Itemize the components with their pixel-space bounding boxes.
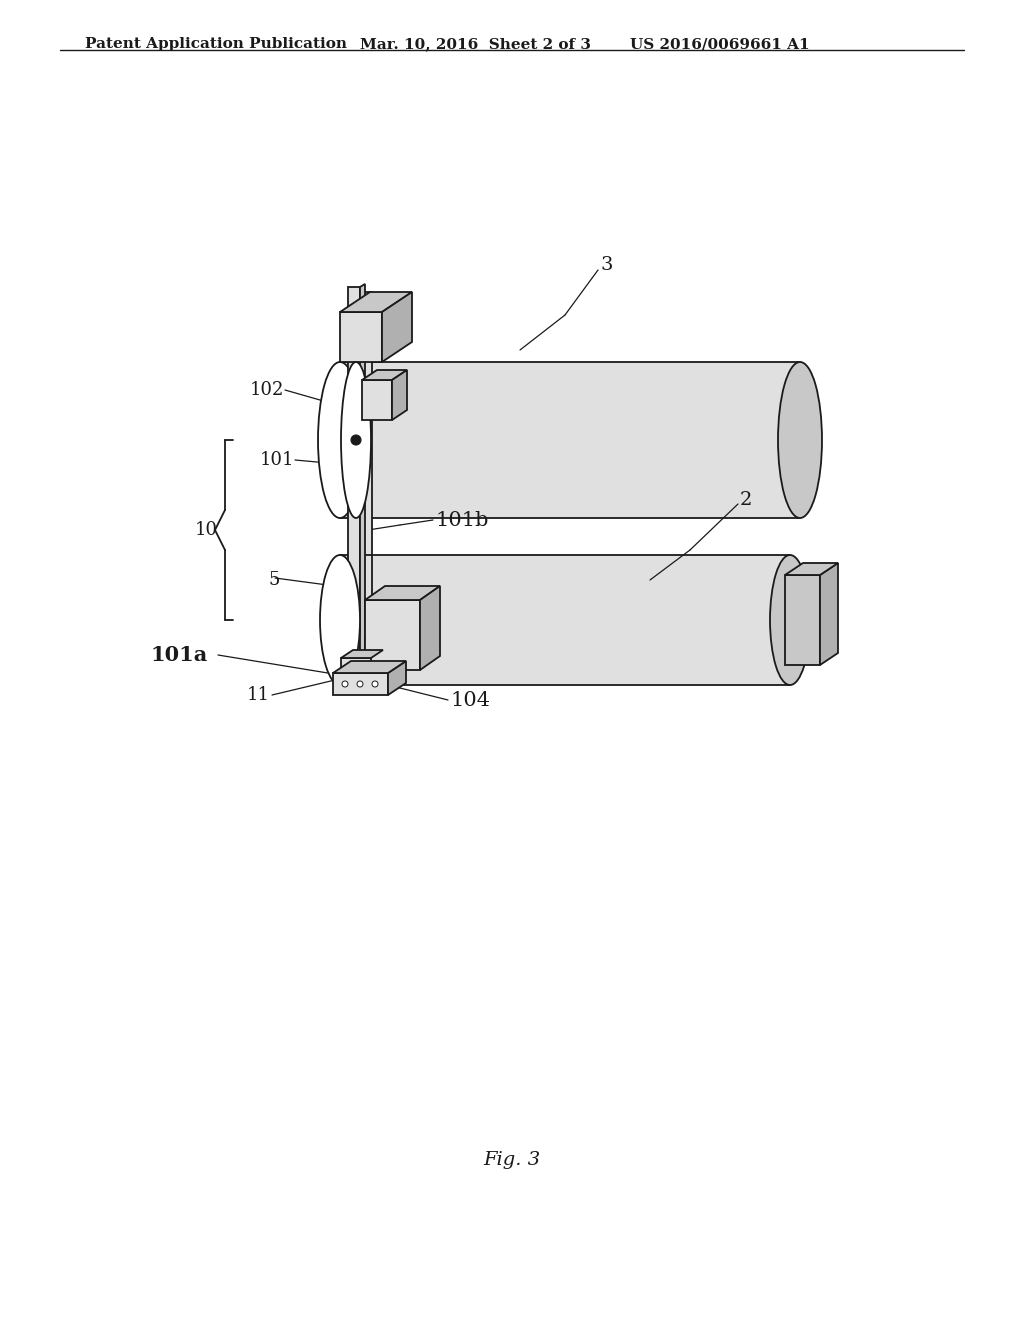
Polygon shape — [362, 370, 407, 380]
Polygon shape — [341, 657, 371, 673]
Text: Patent Application Publication: Patent Application Publication — [85, 37, 347, 51]
Text: 2: 2 — [740, 491, 753, 510]
Text: 102: 102 — [250, 381, 285, 399]
Text: 101b: 101b — [435, 511, 488, 529]
Polygon shape — [333, 661, 406, 673]
Polygon shape — [333, 673, 388, 696]
Polygon shape — [785, 576, 820, 665]
Text: 101a: 101a — [150, 645, 207, 665]
Polygon shape — [392, 370, 407, 420]
Circle shape — [372, 681, 378, 686]
Polygon shape — [388, 661, 406, 696]
Circle shape — [349, 671, 359, 680]
Text: 10: 10 — [195, 521, 218, 539]
Text: Fig. 3: Fig. 3 — [483, 1151, 541, 1170]
Text: 101: 101 — [260, 451, 295, 469]
Ellipse shape — [341, 362, 371, 517]
Circle shape — [342, 681, 348, 686]
Polygon shape — [340, 554, 790, 685]
Text: Mar. 10, 2016  Sheet 2 of 3: Mar. 10, 2016 Sheet 2 of 3 — [360, 37, 591, 51]
Polygon shape — [348, 286, 360, 685]
Polygon shape — [785, 564, 838, 576]
Polygon shape — [340, 292, 412, 312]
Ellipse shape — [770, 554, 810, 685]
Text: US 2016/0069661 A1: US 2016/0069661 A1 — [630, 37, 810, 51]
Polygon shape — [820, 564, 838, 665]
Polygon shape — [420, 586, 440, 671]
Text: 104: 104 — [450, 690, 490, 710]
Ellipse shape — [318, 362, 362, 517]
Circle shape — [351, 436, 361, 445]
Polygon shape — [340, 362, 800, 517]
Ellipse shape — [319, 554, 360, 685]
Polygon shape — [365, 601, 420, 671]
Ellipse shape — [778, 362, 822, 517]
Polygon shape — [341, 649, 383, 657]
Text: 11: 11 — [247, 686, 270, 704]
Polygon shape — [360, 284, 365, 685]
Polygon shape — [340, 312, 382, 362]
Text: 5: 5 — [268, 572, 280, 589]
Polygon shape — [382, 292, 412, 362]
Circle shape — [357, 681, 362, 686]
Text: 3: 3 — [600, 256, 612, 275]
Polygon shape — [362, 380, 392, 420]
Polygon shape — [365, 586, 440, 601]
Polygon shape — [360, 292, 372, 685]
